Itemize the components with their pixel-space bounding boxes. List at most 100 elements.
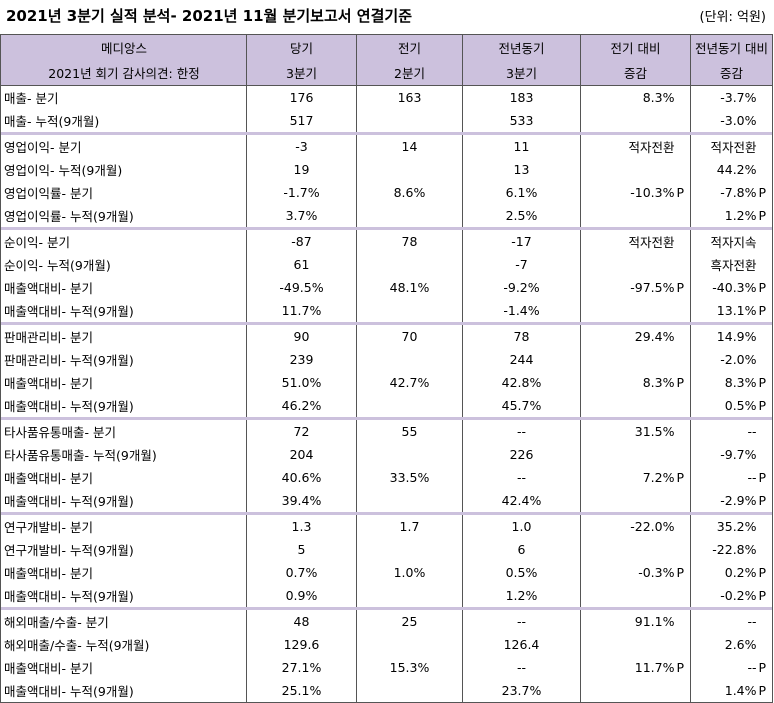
cell-yoy: 6.1% bbox=[462, 181, 581, 204]
cell-yoy: -- bbox=[462, 420, 581, 443]
table-row: 매출액대비- 누적(9개월) 25.1% 23.7% 1.4% P bbox=[0, 679, 773, 703]
cell-qoq-unit bbox=[676, 610, 692, 633]
cell-yoy-unit bbox=[759, 86, 773, 110]
cell-current: 27.1% bbox=[246, 656, 357, 679]
cell-yoy-change: -40.3% bbox=[712, 280, 757, 295]
cell-previous: 15.3% bbox=[356, 656, 463, 679]
col-current-line2: 3분기 bbox=[246, 60, 357, 86]
cell-qoq-change: -10.3% bbox=[630, 185, 675, 200]
col-qoq-change-line2: 증감 bbox=[580, 60, 692, 86]
cell-previous: 163 bbox=[356, 85, 463, 109]
cell-previous bbox=[356, 158, 463, 181]
col-qoq-change-line1: 전기 대비 bbox=[580, 34, 692, 60]
table-row: 영업이익률- 누적(9개월) 3.7% 2.5% 1.2% P bbox=[0, 204, 773, 227]
cell-yoy-unit bbox=[759, 109, 773, 132]
cell-yoy-change: 35.2% bbox=[716, 519, 757, 534]
table-row: 순이익- 분기 -87 78 -17 적자전환 적자지속 bbox=[0, 230, 773, 253]
table-row: 매출액대비- 분기 27.1% 15.3% -- 11.7% P -- P bbox=[0, 656, 773, 679]
cell-qoq-change bbox=[581, 299, 677, 322]
cell-previous: 8.6% bbox=[356, 181, 463, 204]
cell-yoy-unit bbox=[759, 420, 773, 443]
title-bar: 2021년 3분기 실적 분석- 2021년 11월 분기보고서 연결기준 (단… bbox=[0, 0, 774, 30]
cell-qoq-unit bbox=[676, 158, 692, 181]
cell-current: 25.1% bbox=[246, 679, 357, 703]
row-label: 연구개발비- 분기 bbox=[0, 515, 247, 538]
cell-yoy-change: 1.2% bbox=[724, 208, 757, 223]
cell-current: 1.3 bbox=[246, 515, 357, 538]
cell-yoy: 42.4% bbox=[462, 489, 581, 512]
cell-qoq-unit bbox=[676, 348, 692, 371]
cell-yoy-change: 8.3% bbox=[724, 375, 757, 390]
cell-previous: 55 bbox=[356, 420, 463, 443]
cell-current: 19 bbox=[246, 158, 357, 181]
cell-yoy-unit bbox=[759, 633, 773, 656]
row-label: 매출액대비- 분기 bbox=[0, 466, 247, 489]
cell-yoy-unit bbox=[759, 348, 773, 371]
cell-current: 0.7% bbox=[246, 561, 357, 584]
cell-yoy: 126.4 bbox=[462, 633, 581, 656]
cell-qoq-change bbox=[581, 109, 677, 132]
cell-qoq-unit bbox=[676, 85, 692, 109]
cell-previous bbox=[356, 679, 463, 703]
group-separator bbox=[0, 322, 773, 325]
row-label: 연구개발비- 누적(9개월) bbox=[0, 538, 247, 561]
table-row: 해외매출/수출- 누적(9개월) 129.6 126.4 2.6% bbox=[0, 633, 773, 656]
cell-qoq-unit bbox=[676, 679, 692, 703]
cell-qoq-unit: P bbox=[676, 561, 692, 584]
row-label: 순이익- 누적(9개월) bbox=[0, 253, 247, 276]
row-label: 매출- 분기 bbox=[0, 85, 247, 109]
table-row: 매출액대비- 분기 40.6% 33.5% -- 7.2% P -- P bbox=[0, 466, 773, 489]
cell-yoy-unit: P bbox=[758, 185, 767, 200]
group-separator bbox=[0, 227, 773, 230]
row-label: 판매관리비- 분기 bbox=[0, 325, 247, 348]
table-row: 매출액대비- 누적(9개월) 0.9% 1.2% -0.2% P bbox=[0, 584, 773, 607]
cell-previous bbox=[356, 538, 463, 561]
cell-yoy-change: 0.2% bbox=[724, 565, 757, 580]
group-separator bbox=[0, 132, 773, 135]
cell-previous: 14 bbox=[356, 135, 463, 158]
cell-current: 0.9% bbox=[246, 584, 357, 607]
group-separator bbox=[0, 512, 773, 515]
row-label: 영업이익률- 누적(9개월) bbox=[0, 204, 247, 227]
cell-current: 72 bbox=[246, 420, 357, 443]
group-separator bbox=[0, 417, 773, 420]
cell-previous bbox=[356, 253, 463, 276]
cell-previous: 78 bbox=[356, 230, 463, 253]
cell-yoy: 1.0 bbox=[462, 515, 581, 538]
col-yoy-line2: 3분기 bbox=[462, 60, 581, 86]
cell-qoq-change bbox=[581, 538, 677, 561]
table-row: 영업이익- 누적(9개월) 19 13 44.2% bbox=[0, 158, 773, 181]
row-label: 판매관리비- 누적(9개월) bbox=[0, 348, 247, 371]
row-label: 해외매출/수출- 누적(9개월) bbox=[0, 633, 247, 656]
cell-qoq-change bbox=[581, 253, 677, 276]
cell-current: 239 bbox=[246, 348, 357, 371]
row-label: 매출액대비- 누적(9개월) bbox=[0, 394, 247, 417]
cell-yoy: 0.5% bbox=[462, 561, 581, 584]
cell-yoy-unit: P bbox=[758, 375, 767, 390]
cell-current: 51.0% bbox=[246, 371, 357, 394]
cell-yoy: 6 bbox=[462, 538, 581, 561]
cell-yoy-change: 1.4% bbox=[724, 683, 757, 698]
cell-qoq-change bbox=[581, 633, 677, 656]
table-row: 매출액대비- 누적(9개월) 46.2% 45.7% 0.5% P bbox=[0, 394, 773, 417]
cell-yoy-unit bbox=[759, 538, 773, 561]
table-row: 영업이익률- 분기 -1.7% 8.6% 6.1% -10.3% P -7.8% P bbox=[0, 181, 773, 204]
cell-previous bbox=[356, 443, 463, 466]
cell-current: -87 bbox=[246, 230, 357, 253]
col-current-line1: 당기 bbox=[246, 34, 357, 60]
cell-yoy: 11 bbox=[462, 135, 581, 158]
cell-yoy: -7 bbox=[462, 253, 581, 276]
cell-qoq-unit bbox=[676, 325, 692, 348]
row-label: 타사품유통매출- 누적(9개월) bbox=[0, 443, 247, 466]
table-row: 판매관리비- 누적(9개월) 239 244 -2.0% bbox=[0, 348, 773, 371]
cell-current: -3 bbox=[246, 135, 357, 158]
row-label: 영업이익- 분기 bbox=[0, 135, 247, 158]
cell-yoy-unit: P bbox=[758, 565, 767, 580]
table-row: 매출액대비- 누적(9개월) 11.7% -1.4% 13.1% P bbox=[0, 299, 773, 322]
cell-qoq-unit bbox=[676, 489, 692, 512]
cell-current: -49.5% bbox=[246, 276, 357, 299]
table-row: 매출액대비- 분기 0.7% 1.0% 0.5% -0.3% P 0.2% P bbox=[0, 561, 773, 584]
table-row: 순이익- 누적(9개월) 61 -7 흑자전환 bbox=[0, 253, 773, 276]
col-previous-line2: 2분기 bbox=[356, 60, 463, 86]
table-row: 타사품유통매출- 분기 72 55 -- 31.5% -- bbox=[0, 420, 773, 443]
